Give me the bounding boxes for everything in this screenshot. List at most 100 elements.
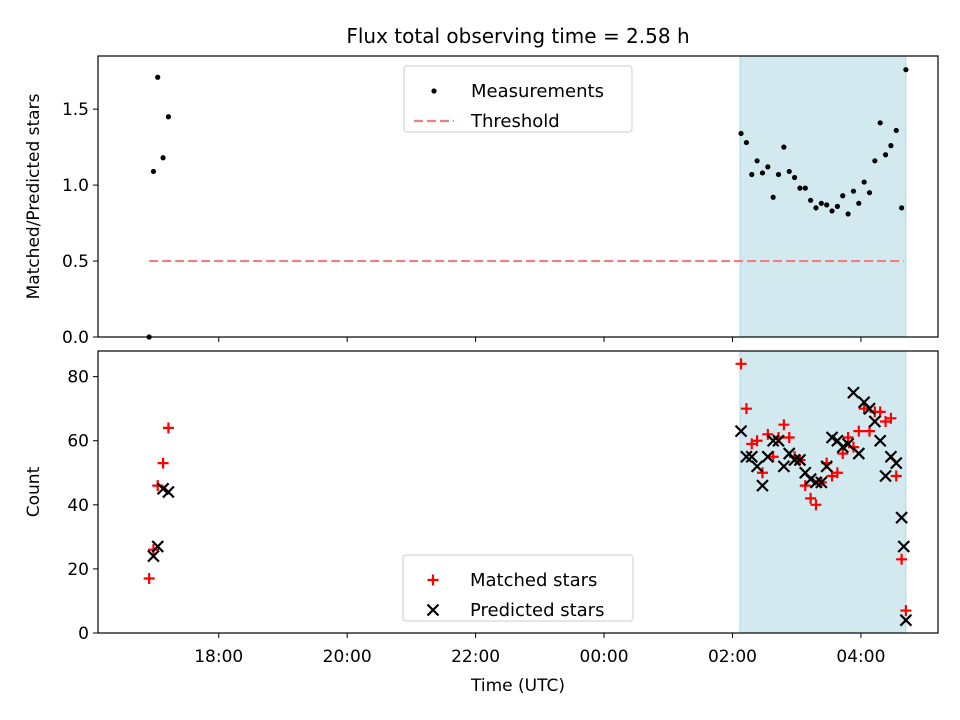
legend: Measurements Threshold bbox=[403, 65, 633, 133]
legend-swatch bbox=[431, 88, 437, 94]
data-point bbox=[877, 120, 883, 126]
data-point bbox=[837, 448, 849, 460]
y-tick-label: 1.0 bbox=[62, 176, 89, 196]
data-point bbox=[759, 170, 766, 176]
y-tick-label: 20 bbox=[67, 560, 89, 580]
data-point bbox=[852, 447, 866, 460]
data-point bbox=[788, 453, 801, 467]
data-point bbox=[734, 424, 748, 438]
data-point bbox=[882, 152, 889, 158]
data-point bbox=[866, 190, 873, 196]
data-point bbox=[895, 511, 908, 524]
y-tick-label: 0 bbox=[78, 624, 89, 644]
data-point bbox=[888, 143, 894, 149]
observing-window-shade bbox=[739, 55, 907, 338]
data-point bbox=[157, 457, 169, 469]
data-point bbox=[885, 412, 897, 424]
legend-label: Threshold bbox=[470, 111, 560, 132]
y-tick-label: 1.5 bbox=[62, 100, 89, 120]
y-tick-label: 80 bbox=[67, 368, 89, 388]
data-point bbox=[842, 432, 854, 444]
data-point bbox=[834, 203, 840, 209]
data-point bbox=[831, 467, 843, 479]
x-tick-label: 00:00 bbox=[580, 647, 629, 667]
data-point bbox=[797, 185, 803, 191]
data-point bbox=[143, 573, 155, 585]
data-point bbox=[809, 476, 823, 489]
y-tick-label: 60 bbox=[67, 432, 89, 452]
data-point bbox=[147, 549, 160, 563]
x-tick-label: 02:00 bbox=[708, 647, 757, 667]
data-point bbox=[155, 74, 161, 80]
data-point bbox=[775, 171, 782, 178]
data-point bbox=[778, 419, 790, 431]
data-point bbox=[899, 205, 905, 211]
y-tick-label: 0.0 bbox=[62, 328, 89, 348]
data-point bbox=[853, 425, 865, 437]
data-point bbox=[756, 479, 769, 492]
data-point bbox=[750, 460, 764, 473]
legend-box bbox=[403, 65, 633, 133]
legend-label: Measurements bbox=[471, 81, 604, 102]
data-point bbox=[738, 130, 744, 137]
data-point bbox=[805, 492, 817, 504]
series-predicted-stars bbox=[147, 386, 913, 627]
data-point bbox=[850, 188, 857, 194]
data-point bbox=[815, 476, 828, 489]
data-point bbox=[808, 197, 814, 203]
data-point bbox=[900, 605, 912, 617]
y-tick-label: 0.5 bbox=[62, 252, 89, 272]
data-point bbox=[740, 403, 752, 415]
data-point bbox=[770, 194, 776, 200]
data-point bbox=[872, 158, 878, 164]
count-panel: 0 20 40 60 80 18:00 20:00 22:00 00:00 02:00 04:00 C… bbox=[24, 350, 939, 696]
x-tick-label: 18:00 bbox=[194, 647, 243, 667]
data-point bbox=[772, 434, 785, 448]
data-point bbox=[813, 205, 819, 211]
observing-window-shade bbox=[739, 350, 907, 634]
data-point bbox=[165, 114, 172, 120]
x-axis-label: Time (UTC) bbox=[470, 676, 565, 696]
data-point bbox=[890, 470, 902, 482]
legend-box bbox=[402, 554, 634, 622]
data-point bbox=[799, 480, 811, 492]
data-point bbox=[810, 499, 822, 511]
data-point bbox=[829, 208, 835, 214]
chart-title: Flux total observing time = 2.58 h bbox=[346, 24, 689, 48]
data-point bbox=[856, 200, 862, 206]
data-point bbox=[858, 403, 870, 415]
x-tick-label: 20:00 bbox=[323, 647, 372, 667]
data-point bbox=[868, 415, 882, 428]
legend: Matched stars Predicted stars bbox=[402, 554, 634, 622]
data-point bbox=[735, 358, 747, 370]
data-point bbox=[151, 540, 165, 553]
legend-label: Predicted stars bbox=[470, 600, 604, 621]
data-point bbox=[818, 200, 824, 206]
data-point bbox=[743, 139, 750, 146]
data-point bbox=[889, 456, 903, 470]
data-point bbox=[762, 428, 774, 440]
data-point bbox=[879, 469, 892, 483]
data-point bbox=[786, 168, 792, 175]
data-point bbox=[766, 434, 780, 448]
series-measurements bbox=[146, 67, 909, 340]
data-point bbox=[740, 450, 753, 464]
data-point bbox=[765, 164, 771, 170]
data-point bbox=[777, 460, 791, 473]
data-point bbox=[861, 179, 867, 185]
axes-frame bbox=[97, 55, 939, 338]
legend-swatch bbox=[426, 603, 440, 617]
data-point bbox=[863, 425, 875, 437]
data-point bbox=[841, 437, 855, 451]
y-tick-label: 40 bbox=[67, 496, 89, 516]
data-point bbox=[791, 174, 798, 181]
data-point bbox=[873, 434, 887, 448]
ratio-panel: 0.0 0.5 1.0 1.5 Matched/Predicted stars Measu… bbox=[24, 55, 939, 348]
y-axis-label: Count bbox=[24, 466, 44, 517]
data-point bbox=[160, 155, 166, 161]
data-point bbox=[761, 450, 775, 464]
data-point bbox=[820, 460, 833, 473]
axes-frame bbox=[97, 350, 939, 634]
y-axis-label: Matched/Predicted stars bbox=[24, 93, 44, 299]
